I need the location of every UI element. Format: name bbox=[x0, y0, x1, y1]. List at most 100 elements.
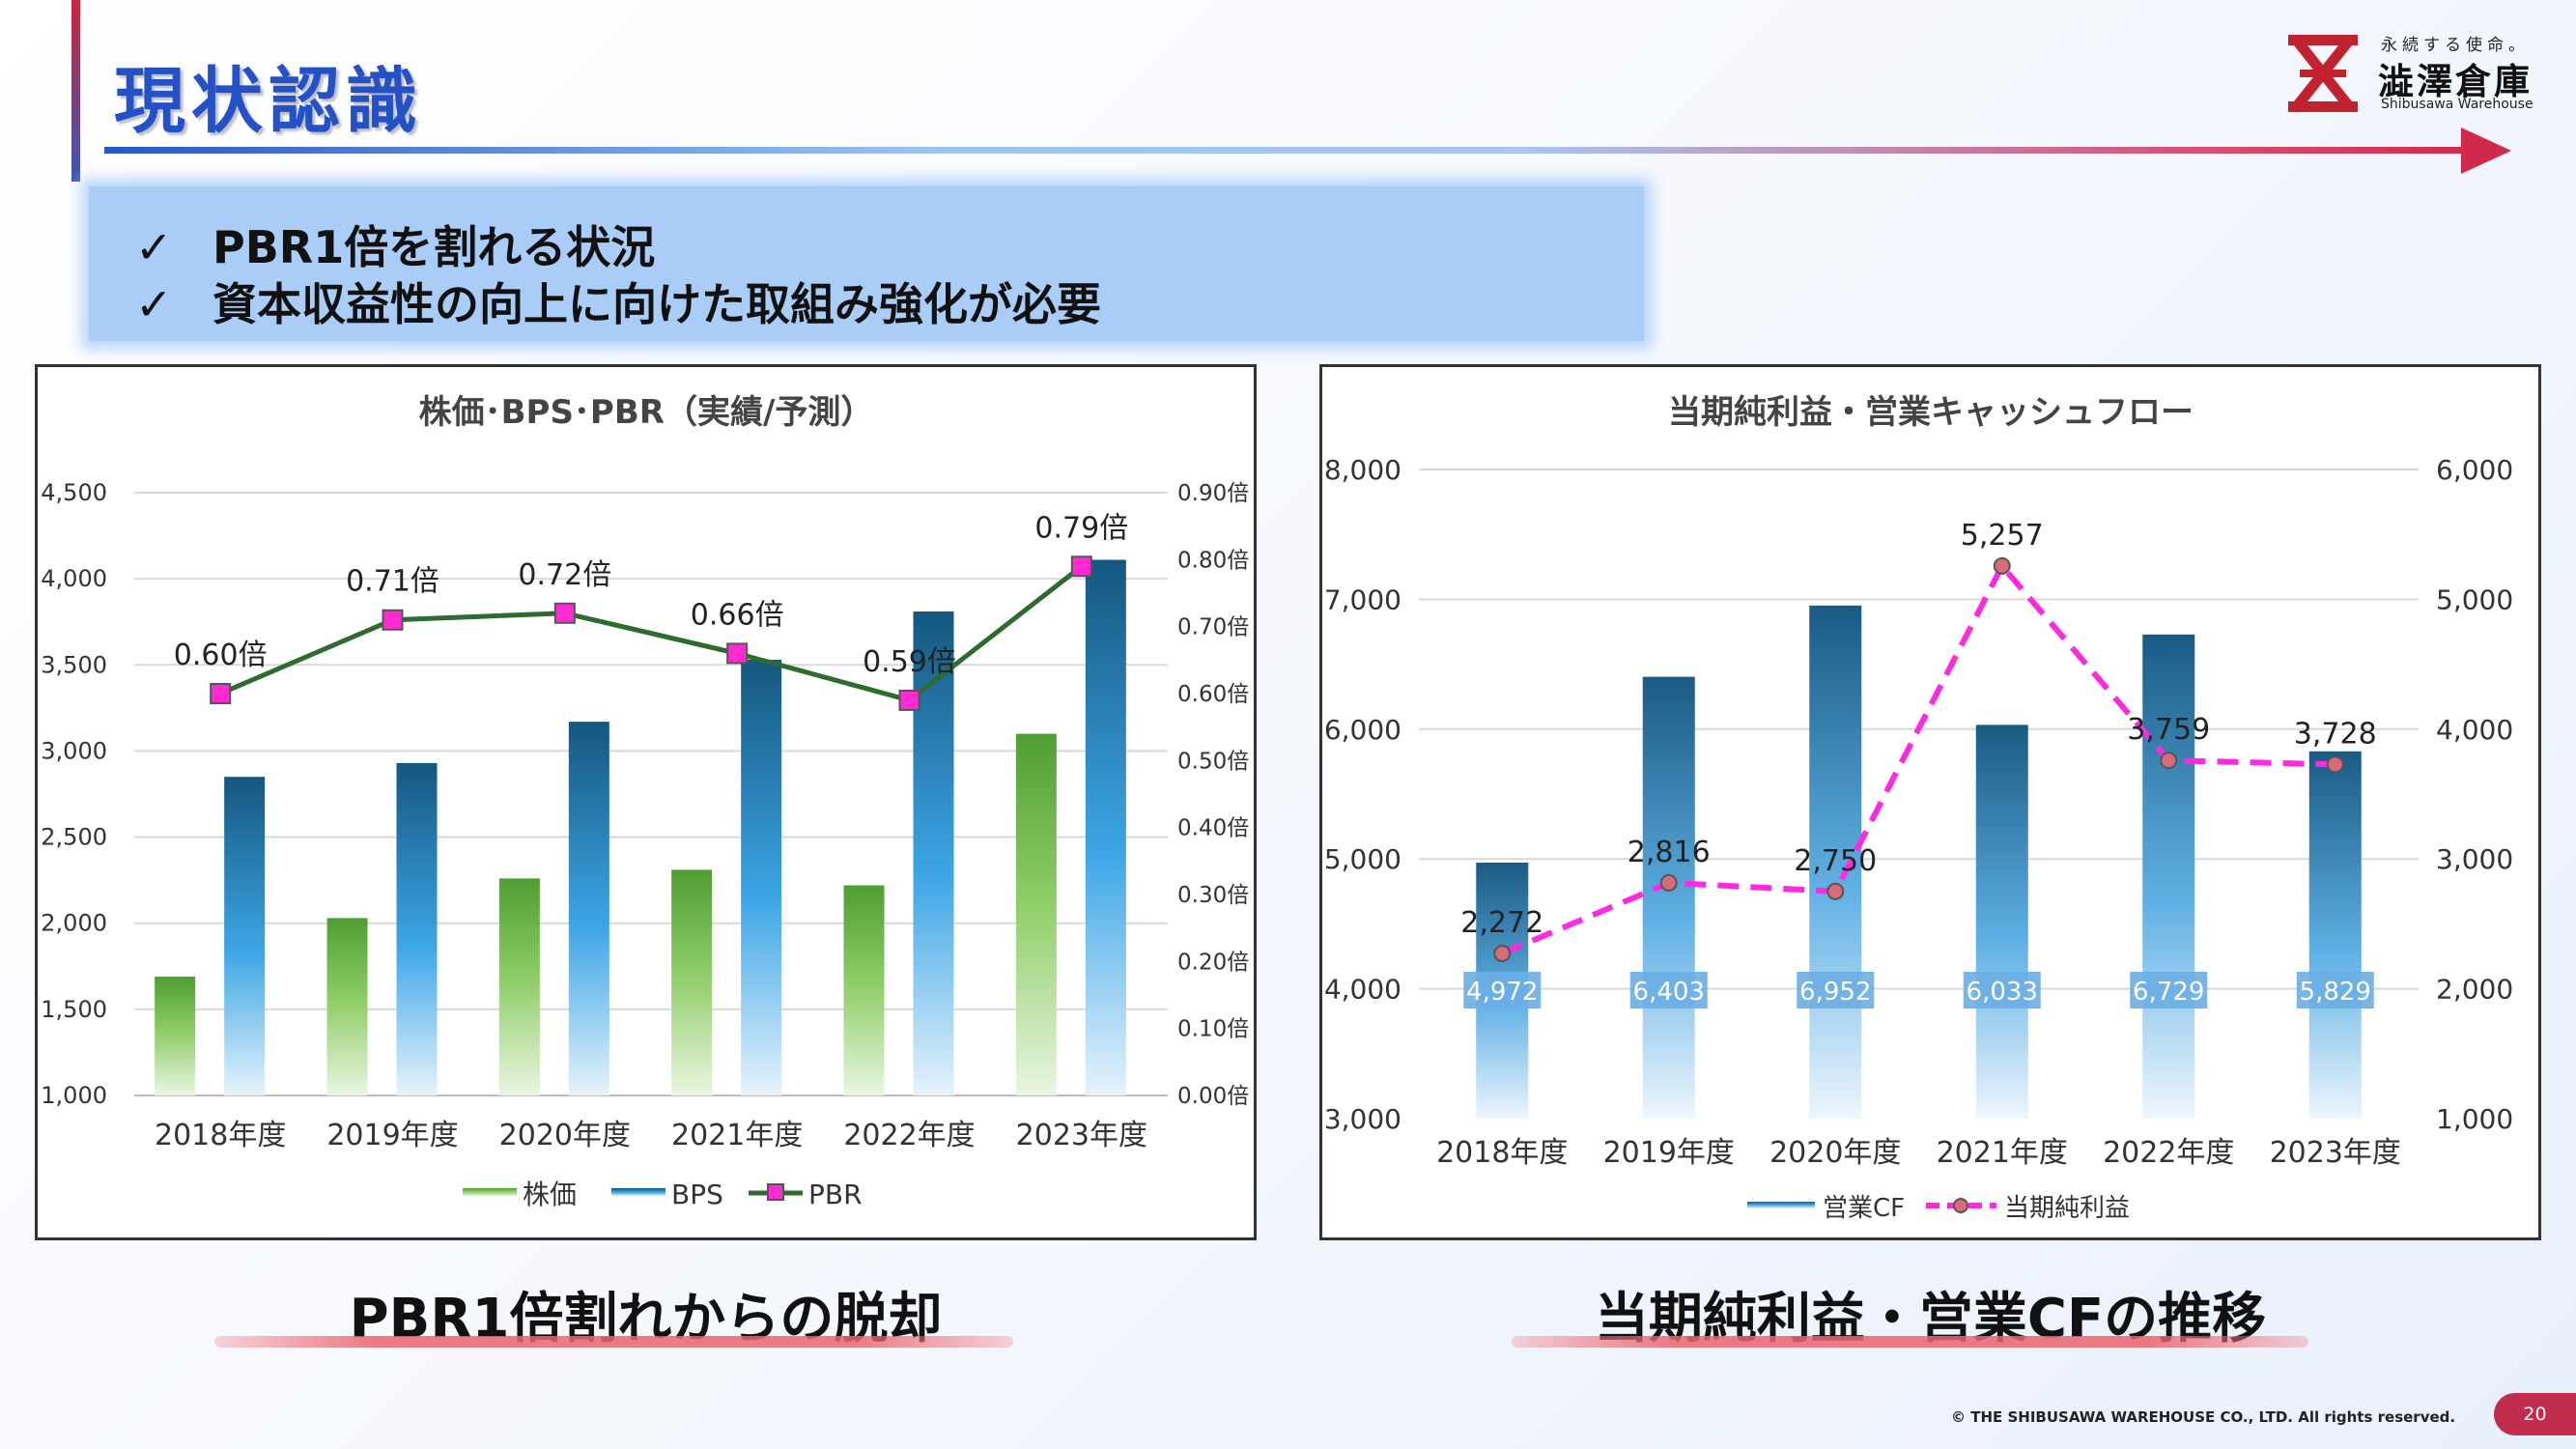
y-left-tick-label: 5,000 bbox=[1324, 843, 1401, 875]
pbr-data-label: 0.66倍 bbox=[691, 598, 784, 632]
bar-operating-cf bbox=[2142, 634, 2195, 1119]
legend-label-bps: BPS bbox=[671, 1179, 723, 1210]
y-left-tick-label: 1,500 bbox=[41, 996, 107, 1023]
title-accent-bar bbox=[71, 0, 80, 182]
legend-label-net-income: 当期純利益 bbox=[2004, 1194, 2130, 1223]
pbr-marker bbox=[553, 602, 576, 624]
bar-stock-price bbox=[326, 918, 368, 1095]
net-income-marker bbox=[1659, 873, 1678, 892]
x-tick-label: 2023年度 bbox=[1016, 1119, 1147, 1152]
chart-panel-pbr: 株価･BPS･PBR（実績/予測） 1,000 1,500 2,000 2,500 3,0… bbox=[35, 364, 1257, 1240]
y-right-tick-label: 1,000 bbox=[2436, 1103, 2513, 1135]
bar-data-label: 4,972 bbox=[1466, 978, 1538, 1007]
net-income-data-label: 2,816 bbox=[1628, 836, 1711, 869]
legend-swatch-bps bbox=[611, 1188, 665, 1196]
y-left-tick-label: 3,000 bbox=[1324, 1103, 1401, 1135]
x-tick-label: 2022年度 bbox=[843, 1119, 975, 1152]
pbr-marker bbox=[210, 683, 232, 704]
pbr-data-label: 0.59倍 bbox=[863, 645, 956, 679]
x-tick-label: 2018年度 bbox=[155, 1119, 286, 1152]
bar-bps bbox=[224, 777, 266, 1095]
pbr-data-label: 0.72倍 bbox=[518, 558, 611, 592]
legend-label-pbr: PBR bbox=[808, 1179, 863, 1210]
bar-operating-cf bbox=[1642, 676, 1695, 1119]
y-left-tick-label: 4,000 bbox=[41, 565, 107, 592]
x-tick-label: 2019年度 bbox=[326, 1119, 458, 1152]
summary-callout: ✓ PBR1倍を割れる状況 ✓ 資本収益性の向上に向けた取組み強化が必要 bbox=[89, 186, 1644, 341]
bar-operating-cf bbox=[1975, 724, 2028, 1119]
bar-label-box bbox=[1463, 972, 1542, 1009]
title-arrow-icon bbox=[2461, 128, 2511, 174]
pbr-marker bbox=[1070, 555, 1092, 578]
net-income-data-label: 2,750 bbox=[1794, 844, 1877, 878]
title-underline bbox=[104, 147, 2476, 154]
y-right-tick-label: 0.30倍 bbox=[1177, 883, 1249, 908]
logo-tagline: 永続する使命。 bbox=[2381, 36, 2530, 55]
pbr-data-label: 0.79倍 bbox=[1034, 511, 1128, 545]
bar-bps bbox=[741, 659, 782, 1095]
logo-english-name: Shibusawa Warehouse bbox=[2381, 97, 2534, 112]
pbr-marker bbox=[898, 689, 920, 711]
net-income-data-label: 3,728 bbox=[2294, 717, 2377, 751]
pbr-data-label: 0.60倍 bbox=[174, 639, 268, 672]
y-right-tick-label: 4,000 bbox=[2436, 714, 2513, 746]
pbr-marker bbox=[382, 609, 404, 631]
chart-title: 株価･BPS･PBR（実績/予測） bbox=[419, 393, 874, 432]
y-right-tick-label: 0.50倍 bbox=[1177, 749, 1249, 774]
chart-title: 当期純利益・営業キャッシュフロー bbox=[1668, 393, 2194, 432]
pbr-line bbox=[219, 564, 1084, 703]
net-income-data-label: 5,257 bbox=[1961, 519, 2044, 553]
y-right-tick-label: 0.00倍 bbox=[1177, 1084, 1249, 1109]
y-right-tick-label: 6,000 bbox=[2436, 454, 2513, 486]
bar-stock-price bbox=[671, 869, 713, 1095]
bar-label-box bbox=[1797, 972, 1875, 1009]
chart-panel-cashflow: 当期純利益・営業キャッシュフロー 3,000 4,000 5,000 6,000 7,00… bbox=[1319, 364, 2541, 1240]
net-income-marker bbox=[1826, 882, 1845, 900]
x-tick-label: 2021年度 bbox=[1937, 1136, 2068, 1170]
y-left-tick-label: 2,500 bbox=[41, 824, 107, 851]
bar-label-box bbox=[1629, 972, 1708, 1009]
y-right-tick-label: 3,000 bbox=[2436, 843, 2513, 875]
net-income-line bbox=[1501, 560, 2335, 956]
y-left-tick-label: 8,000 bbox=[1324, 454, 1401, 486]
logo-company-name: 澁澤倉庫 bbox=[2378, 61, 2533, 102]
x-tick-label: 2020年度 bbox=[499, 1119, 631, 1152]
y-left-tick-label: 2,000 bbox=[41, 910, 107, 937]
bar-bps bbox=[1085, 559, 1126, 1095]
bar-label-box bbox=[2130, 972, 2208, 1009]
y-right-tick-label: 5,000 bbox=[2436, 583, 2513, 615]
check-icon: ✓ bbox=[135, 221, 173, 273]
bar-data-label: 6,729 bbox=[2133, 978, 2204, 1007]
x-tick-label: 2023年度 bbox=[2270, 1136, 2401, 1170]
y-left-tick-label: 4,500 bbox=[41, 479, 107, 506]
y-left-tick-label: 7,000 bbox=[1324, 583, 1401, 615]
page-title: 現状認識 bbox=[114, 60, 423, 143]
bar-data-label: 6,033 bbox=[1967, 978, 2038, 1007]
bar-stock-price bbox=[1015, 733, 1057, 1095]
bar-bps bbox=[568, 722, 609, 1095]
bar-stock-price bbox=[155, 976, 196, 1095]
y-right-tick-label: 0.20倍 bbox=[1177, 950, 1249, 975]
net-income-marker bbox=[1493, 945, 1512, 963]
legend-label-operating-cf: 営業CF bbox=[1823, 1194, 1905, 1223]
x-tick-label: 2019年度 bbox=[1603, 1136, 1735, 1170]
bar-label-box bbox=[2296, 972, 2374, 1009]
bullet-text: 資本収益性の向上に向けた取組み強化が必要 bbox=[212, 278, 1101, 330]
net-income-data-label: 3,759 bbox=[2127, 713, 2210, 747]
x-tick-label: 2021年度 bbox=[671, 1119, 803, 1152]
y-left-tick-label: 4,000 bbox=[1324, 974, 1401, 1006]
bar-operating-cf bbox=[2308, 751, 2362, 1119]
y-right-tick-label: 0.60倍 bbox=[1177, 682, 1249, 707]
y-right-tick-label: 0.80倍 bbox=[1177, 548, 1249, 573]
company-logo: 永続する使命。 澁澤倉庫 Shibusawa Warehouse bbox=[2284, 31, 2545, 118]
bullet-item: ✓ PBR1倍を割れる状況 bbox=[135, 213, 655, 276]
net-income-data-label: 2,272 bbox=[1460, 906, 1543, 940]
legend-swatch-stock-price bbox=[463, 1188, 517, 1196]
y-left-tick-label: 6,000 bbox=[1324, 714, 1401, 746]
y-left-tick-label: 3,500 bbox=[41, 651, 107, 678]
bar-bps bbox=[396, 762, 438, 1095]
caption-right-underline bbox=[1512, 1336, 2308, 1348]
net-income-marker bbox=[2326, 755, 2344, 774]
page-number: 20 bbox=[2494, 1393, 2576, 1435]
y-right-tick-label: 2,000 bbox=[2436, 974, 2513, 1006]
